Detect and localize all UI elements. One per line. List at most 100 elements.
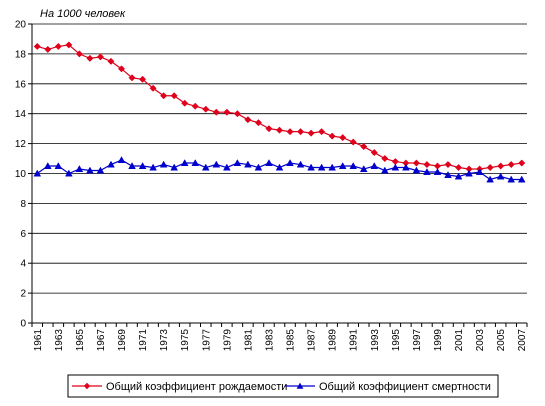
data-point: [160, 92, 168, 100]
x-axis-ticks: 1961 1963 1965 1967 1969 1971 1973 1975 1977 1979…: [31, 323, 528, 352]
x-tick-label: 1969: [117, 329, 128, 352]
data-point: [328, 163, 336, 171]
data-point: [54, 42, 62, 50]
x-tick-label: 1965: [75, 329, 86, 352]
data-point: [96, 166, 105, 174]
data-point: [65, 41, 73, 49]
data-point: [43, 162, 52, 169]
data-point: [202, 105, 210, 113]
data-point: [454, 172, 463, 180]
data-point: [181, 99, 189, 107]
data-point: [75, 50, 83, 58]
data-point: [380, 166, 389, 174]
data-point: [497, 162, 505, 170]
data-point: [96, 53, 105, 61]
data-point: [33, 42, 41, 50]
data-point: [233, 110, 241, 118]
data-point: [139, 75, 147, 83]
legend-box: [67, 374, 499, 398]
series-birth-rate: [33, 41, 526, 173]
x-tick-label: 2003: [475, 329, 486, 352]
legend-label-birth: Общий коэффициент рождаемости: [106, 381, 287, 393]
legend-marker-birth: [83, 382, 91, 390]
data-point: [170, 92, 178, 100]
data-point: [412, 159, 420, 167]
data-point: [507, 160, 515, 169]
x-tick-label: 1995: [391, 329, 402, 352]
data-point: [339, 134, 347, 142]
data-point: [275, 126, 284, 134]
data-point: [244, 116, 252, 124]
data-point: [381, 154, 389, 163]
data-point: [297, 128, 305, 136]
data-point: [475, 168, 484, 175]
data-point: [286, 128, 294, 136]
data-point: [117, 65, 126, 73]
data-point: [496, 172, 505, 180]
y-tick-label: 6: [20, 229, 26, 240]
data-point: [370, 162, 379, 169]
data-point: [433, 168, 442, 175]
data-point: [180, 159, 189, 167]
data-point: [517, 175, 526, 183]
data-point: [75, 165, 84, 172]
unit-label: На 1000 человек: [40, 8, 126, 20]
data-point: [170, 163, 179, 171]
data-point: [254, 163, 263, 171]
y-tick-label: 0: [20, 319, 26, 330]
y-tick-label: 20: [15, 20, 27, 31]
data-point: [44, 45, 52, 53]
data-point: [423, 160, 431, 169]
data-point: [33, 169, 42, 177]
x-tick-label: 1971: [138, 329, 149, 352]
data-point: [296, 160, 305, 168]
data-point: [212, 108, 220, 116]
x-tick-label: 1963: [54, 329, 65, 352]
legend: Общий коэффициент рождаемости Общий коэф…: [67, 374, 499, 398]
data-point: [486, 175, 494, 183]
data-point: [149, 163, 157, 171]
data-point: [317, 163, 326, 171]
x-tick-label: 1967: [96, 329, 107, 352]
data-point: [107, 160, 115, 168]
x-tick-label: 1999: [433, 329, 444, 352]
data-point: [444, 171, 452, 178]
data-point: [117, 156, 126, 164]
y-tick-label: 16: [15, 79, 27, 90]
data-point: [370, 149, 378, 157]
data-point: [86, 54, 94, 62]
data-point: [244, 160, 252, 168]
x-tick-label: 1981: [243, 329, 254, 352]
data-point: [65, 169, 73, 177]
x-tick-label: 2005: [496, 329, 507, 352]
data-point: [54, 162, 63, 169]
data-point: [223, 163, 231, 171]
series-layer: [33, 41, 526, 183]
data-point: [360, 143, 368, 151]
data-point: [486, 163, 494, 172]
data-point: [391, 163, 400, 171]
data-point: [201, 163, 210, 171]
data-point: [307, 163, 315, 171]
data-point: [191, 102, 199, 110]
y-tick-label: 4: [20, 259, 26, 270]
data-point: [265, 125, 273, 133]
y-tick-label: 8: [20, 199, 26, 210]
x-tick-label: 1961: [33, 329, 44, 352]
x-tick-label: 1985: [286, 329, 297, 352]
x-tick-label: 1975: [180, 329, 191, 352]
x-tick-label: 1993: [370, 329, 381, 352]
data-point: [223, 108, 231, 116]
data-point: [86, 166, 94, 174]
x-tick-label: 1991: [349, 329, 360, 352]
x-tick-label: 1997: [412, 329, 423, 352]
y-axis-ticks: 0 2 4 6 8 10 12 14 16 18 20: [15, 20, 32, 330]
y-tick-label: 2: [20, 289, 26, 300]
x-tick-label: 2001: [454, 329, 465, 352]
data-point: [359, 165, 368, 172]
data-point: [465, 169, 473, 177]
data-point: [402, 163, 410, 171]
x-tick-label: 1989: [328, 329, 339, 352]
